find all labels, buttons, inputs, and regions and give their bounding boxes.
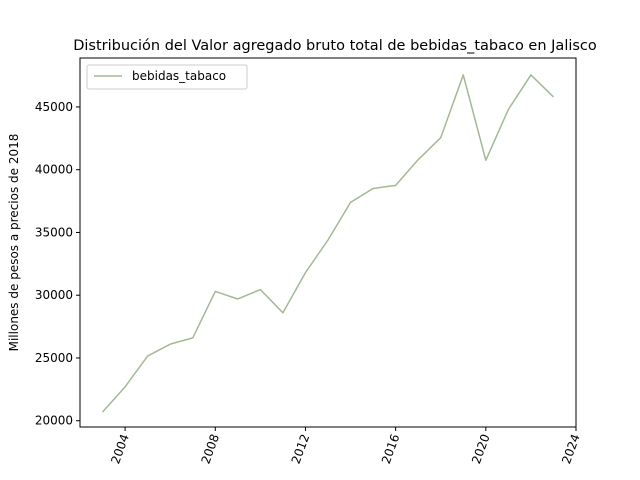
series-layer — [101, 74, 554, 413]
y-tick-label: 20000 — [35, 414, 73, 428]
y-tick-label: 25000 — [35, 351, 73, 365]
x-tick-label: 2016 — [379, 432, 403, 465]
series-line-bebidas-tabaco — [101, 74, 554, 413]
y-tick-label: 30000 — [35, 288, 73, 302]
plot-frame — [79, 57, 577, 428]
chart-title: Distribución del Valor agregado bruto to… — [73, 38, 597, 54]
x-tick-label: 2020 — [469, 432, 493, 465]
y-tick-label: 45000 — [35, 100, 73, 114]
y-tick-label: 40000 — [35, 163, 73, 177]
y-axis: 20000 25000 30000 35000 40000 45000 — [35, 100, 80, 428]
legend-label-bebidas-tabaco: bebidas_tabaco — [132, 69, 226, 83]
x-tick-label: 2012 — [289, 432, 313, 465]
x-axis: 2004 2008 2012 2016 2020 2024 — [108, 427, 583, 466]
x-tick-label: 2004 — [108, 432, 132, 465]
legend: bebidas_tabaco — [86, 64, 248, 90]
legend-box — [86, 64, 248, 90]
y-tick-label: 35000 — [35, 225, 73, 239]
x-tick-label: 2024 — [559, 432, 583, 465]
y-axis-title: Millones de pesos a precios de 2018 — [7, 134, 21, 352]
x-tick-label: 2008 — [198, 432, 222, 465]
